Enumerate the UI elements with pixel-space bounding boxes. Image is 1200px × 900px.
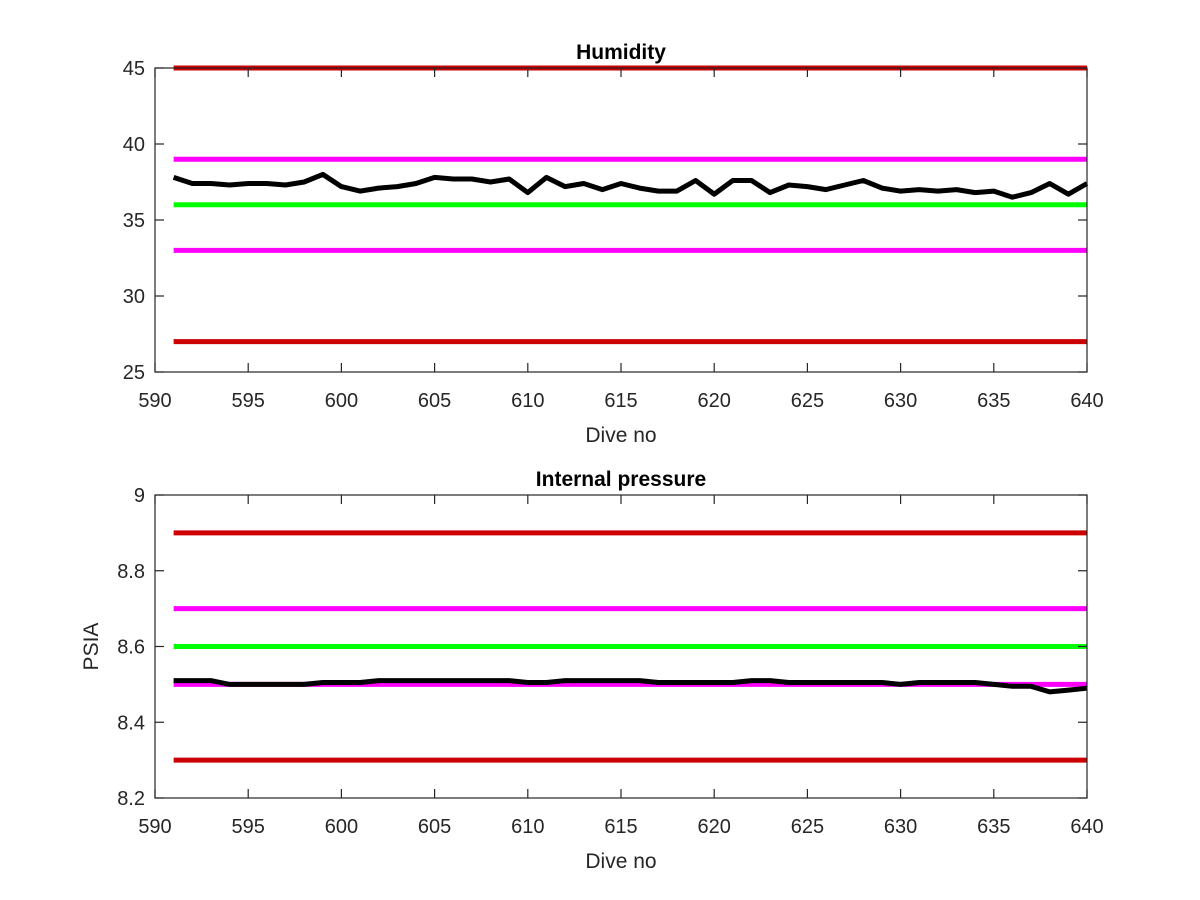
x-tick-label: 630	[884, 390, 917, 412]
humidity-chart: 590 595 600 605 610 615 620 625 630 635 640 25 30 35 4…	[123, 41, 1104, 447]
x-tick-label: 590	[138, 816, 171, 838]
x-tick-label: 615	[604, 390, 637, 412]
chart-title: Internal pressure	[536, 468, 706, 491]
x-axis-label: Dive no	[585, 424, 656, 447]
y-tick-label: 8.2	[117, 788, 145, 810]
y-tick-label: 9	[134, 485, 145, 507]
y-axis-label: PSIA	[80, 623, 103, 671]
x-tick-label: 620	[698, 816, 731, 838]
x-tick-label: 635	[977, 390, 1010, 412]
data-series-line	[173, 678, 1088, 695]
x-tick-label: 605	[418, 816, 451, 838]
y-tick-label: 25	[123, 362, 145, 384]
x-tick-label: 625	[791, 816, 824, 838]
y-tick-label: 8.4	[117, 712, 145, 734]
x-tick-label: 625	[791, 390, 824, 412]
x-tick-label: 590	[138, 390, 171, 412]
axes-box	[154, 67, 1088, 373]
chart-title: Humidity	[576, 41, 666, 64]
x-tick-label: 595	[232, 390, 265, 412]
x-tick-label: 610	[511, 816, 544, 838]
y-tick-label: 35	[123, 210, 145, 232]
x-tick-label: 640	[1070, 390, 1103, 412]
y-tick-label: 8.6	[117, 637, 145, 659]
x-tick-label: 615	[604, 816, 637, 838]
x-tick-label: 635	[977, 816, 1010, 838]
data-series-line	[172, 171, 1089, 200]
x-tick-label: 620	[698, 390, 731, 412]
y-tick-label: 8.8	[117, 561, 145, 583]
x-tick-label: 605	[418, 390, 451, 412]
x-tick-label: 595	[232, 816, 265, 838]
y-tick-label: 45	[123, 58, 145, 80]
x-tick-label: 600	[325, 390, 358, 412]
x-tick-label: 610	[511, 390, 544, 412]
x-tick-label: 630	[884, 816, 917, 838]
x-axis-label: Dive no	[585, 850, 656, 873]
y-tick-label: 30	[123, 286, 145, 308]
y-tick-label: 40	[123, 134, 145, 156]
internal-pressure-chart: 590 595 600 605 610 615 620 625 630 635 640 8.2 8.4 8…	[80, 468, 1104, 873]
x-tick-label: 600	[325, 816, 358, 838]
x-tick-label: 640	[1070, 816, 1103, 838]
